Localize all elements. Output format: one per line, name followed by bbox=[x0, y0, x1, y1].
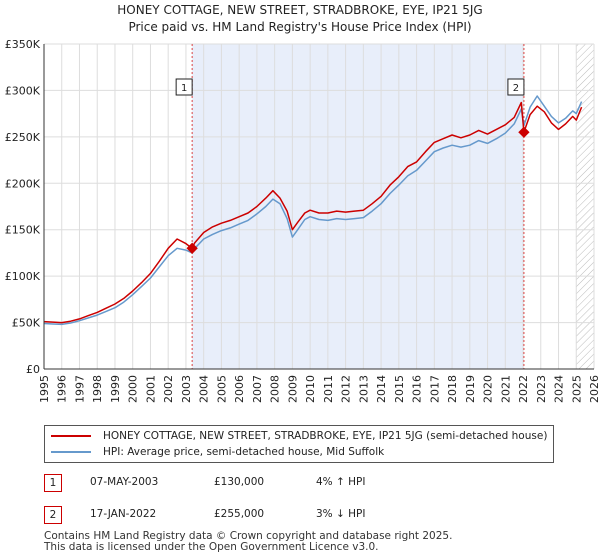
x-tick-label: 2016 bbox=[411, 375, 424, 403]
x-tick-label: 2010 bbox=[304, 375, 317, 403]
footer-license: This data is licensed under the Open Gov… bbox=[44, 542, 452, 553]
x-tick-label: 2026 bbox=[588, 375, 600, 403]
legend-label-property: HONEY COTTAGE, NEW STREET, STRADBROKE, E… bbox=[103, 430, 547, 442]
transaction-date: 07-MAY-2003 bbox=[90, 476, 158, 488]
transaction-price: £255,000 bbox=[214, 508, 264, 520]
price-chart: 1 2 1995 1996 1997 1998 1999 2000 2001 2002 2003 2… bbox=[0, 0, 600, 420]
y-tick-label: £100K bbox=[5, 270, 41, 283]
chart-subtitle: Price paid vs. HM Land Registry's House … bbox=[128, 20, 471, 34]
x-tick-label: 1995 bbox=[38, 375, 51, 403]
legend-item-property: HONEY COTTAGE, NEW STREET, STRADBROKE, E… bbox=[51, 428, 547, 444]
x-tick-label: 2021 bbox=[499, 375, 512, 403]
y-tick-label: £300K bbox=[5, 84, 41, 97]
x-tick-label: 2020 bbox=[482, 375, 495, 403]
chart-title: HONEY COTTAGE, NEW STREET, STRADBROKE, E… bbox=[117, 3, 482, 17]
x-tick-label: 2019 bbox=[464, 375, 477, 403]
x-tick-label: 2014 bbox=[375, 375, 388, 403]
y-tick-label: £350K bbox=[5, 38, 41, 51]
y-tick-label: £200K bbox=[5, 177, 41, 190]
x-tick-label: 2011 bbox=[322, 375, 335, 403]
legend-item-hpi: HPI: Average price, semi-detached house,… bbox=[51, 444, 384, 460]
transaction-price: £130,000 bbox=[214, 476, 264, 488]
x-tick-label: 2009 bbox=[286, 375, 299, 403]
x-tick-label: 2013 bbox=[357, 375, 370, 403]
x-tick-label: 2005 bbox=[215, 375, 228, 403]
legend-swatch-property bbox=[51, 435, 91, 437]
x-tick-label: 1996 bbox=[56, 375, 69, 403]
transaction-badge: 2 bbox=[44, 506, 62, 524]
x-tick-label: 2023 bbox=[535, 375, 548, 403]
y-tick-label: £250K bbox=[5, 131, 41, 144]
x-tick-label: 2008 bbox=[269, 375, 282, 403]
x-tick-label: 1998 bbox=[91, 375, 104, 403]
x-tick-label: 2025 bbox=[570, 375, 583, 403]
transaction-hpi-diff: 3% ↓ HPI bbox=[316, 508, 365, 520]
y-tick-label: £50K bbox=[12, 317, 41, 330]
x-tick-label: 2015 bbox=[393, 375, 406, 403]
transaction-hpi-diff: 4% ↑ HPI bbox=[316, 476, 365, 488]
chart-legend: HONEY COTTAGE, NEW STREET, STRADBROKE, E… bbox=[44, 425, 554, 463]
x-tick-label: 2007 bbox=[251, 375, 264, 403]
x-tick-label: 2000 bbox=[127, 375, 140, 403]
x-tick-label: 1997 bbox=[73, 375, 86, 403]
x-tick-label: 2004 bbox=[198, 375, 211, 403]
footer-attribution: Contains HM Land Registry data © Crown c… bbox=[44, 531, 452, 553]
legend-label-hpi: HPI: Average price, semi-detached house,… bbox=[103, 446, 384, 458]
transaction-badge: 1 bbox=[44, 474, 62, 492]
legend-swatch-hpi bbox=[51, 451, 91, 453]
x-tick-label: 2017 bbox=[428, 375, 441, 403]
x-tick-label: 2012 bbox=[340, 375, 353, 403]
x-tick-label: 2001 bbox=[144, 375, 157, 403]
y-tick-label: £0 bbox=[26, 363, 40, 376]
x-tick-label: 2022 bbox=[517, 375, 530, 403]
sale-label: 2 bbox=[513, 83, 519, 94]
ownership-period-shade bbox=[192, 44, 524, 369]
forecast-hatch bbox=[576, 44, 594, 369]
x-tick-label: 1999 bbox=[109, 375, 122, 403]
x-tick-label: 2018 bbox=[446, 375, 459, 403]
transaction-date: 17-JAN-2022 bbox=[90, 508, 156, 520]
x-tick-label: 2003 bbox=[180, 375, 193, 403]
y-tick-label: £150K bbox=[5, 224, 41, 237]
x-tick-label: 2002 bbox=[162, 375, 175, 403]
x-tick-label: 2024 bbox=[553, 375, 566, 403]
x-tick-label: 2006 bbox=[233, 375, 246, 403]
sale-label: 1 bbox=[181, 83, 187, 94]
